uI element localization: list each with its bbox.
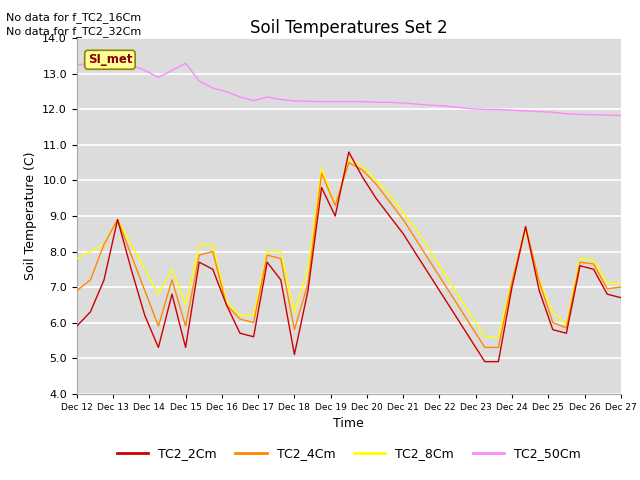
Legend: TC2_2Cm, TC2_4Cm, TC2_8Cm, TC2_50Cm: TC2_2Cm, TC2_4Cm, TC2_8Cm, TC2_50Cm: [112, 443, 586, 466]
Title: Soil Temperatures Set 2: Soil Temperatures Set 2: [250, 19, 447, 37]
Text: SI_met: SI_met: [88, 53, 132, 66]
X-axis label: Time: Time: [333, 417, 364, 430]
Y-axis label: Soil Temperature (C): Soil Temperature (C): [24, 152, 36, 280]
Text: No data for f_TC2_16Cm: No data for f_TC2_16Cm: [6, 12, 141, 23]
Text: No data for f_TC2_32Cm: No data for f_TC2_32Cm: [6, 26, 141, 37]
